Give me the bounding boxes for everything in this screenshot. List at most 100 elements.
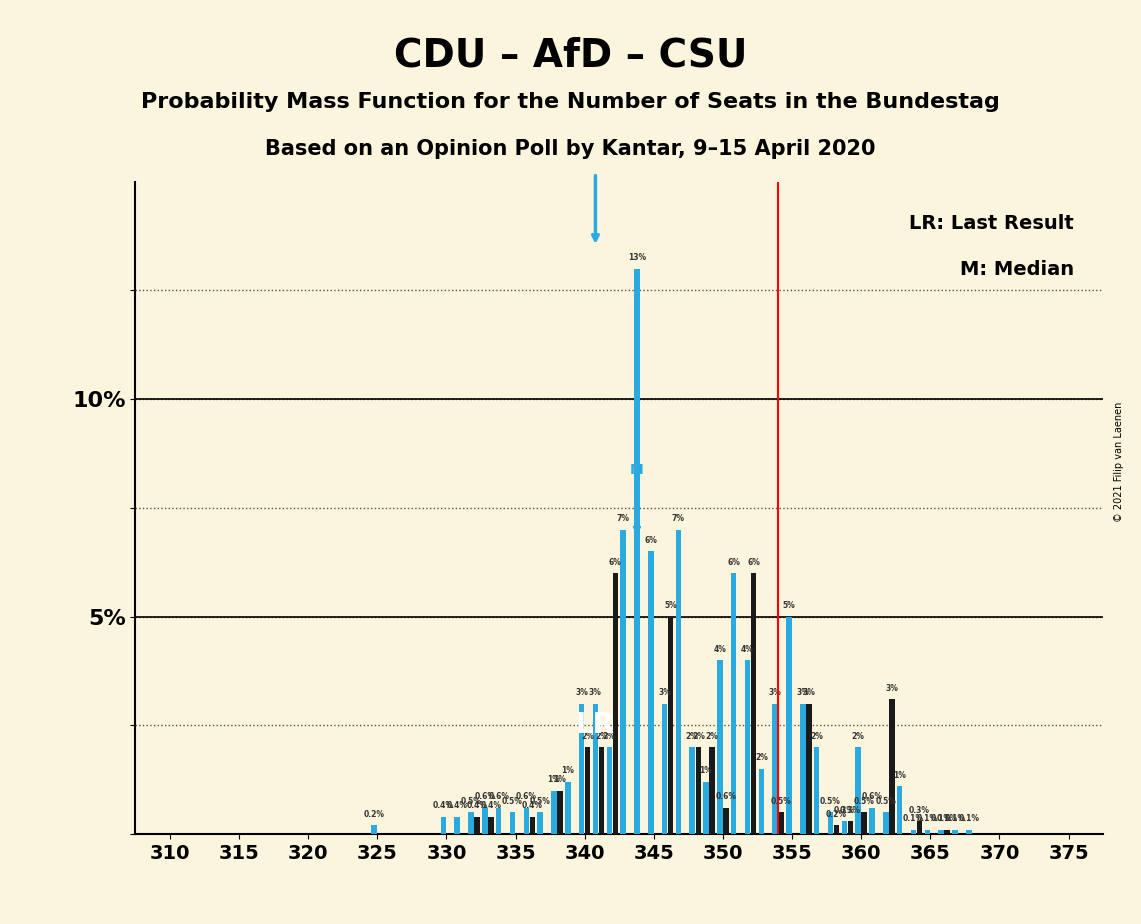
Text: 2%: 2% xyxy=(705,732,719,740)
Text: 0.1%: 0.1% xyxy=(958,814,979,823)
Text: 0.6%: 0.6% xyxy=(516,793,536,801)
Text: 0.4%: 0.4% xyxy=(446,801,468,810)
Text: LR: Last Result: LR: Last Result xyxy=(909,214,1074,233)
Text: 6%: 6% xyxy=(747,557,760,566)
Text: M: Median: M: Median xyxy=(960,260,1074,279)
Text: 3%: 3% xyxy=(589,688,602,697)
Text: 0.4%: 0.4% xyxy=(467,801,487,810)
Text: 1%: 1% xyxy=(553,775,566,784)
Text: 0.2%: 0.2% xyxy=(364,809,385,819)
Bar xyxy=(911,830,916,834)
Bar xyxy=(718,660,722,834)
Text: 3%: 3% xyxy=(802,688,816,697)
Text: 7%: 7% xyxy=(672,514,685,523)
Text: © 2021 Filip van Laenen: © 2021 Filip van Laenen xyxy=(1114,402,1124,522)
Bar xyxy=(883,812,889,834)
Bar xyxy=(667,616,673,834)
Bar xyxy=(592,703,598,834)
Bar xyxy=(488,817,494,834)
Text: 7%: 7% xyxy=(616,514,630,523)
Text: 0.4%: 0.4% xyxy=(432,801,454,810)
Text: 2%: 2% xyxy=(686,732,698,740)
Bar xyxy=(807,703,811,834)
Bar xyxy=(565,782,570,834)
Bar xyxy=(454,817,460,834)
Text: 2%: 2% xyxy=(581,732,594,740)
Bar xyxy=(599,748,605,834)
Text: 0.3%: 0.3% xyxy=(840,806,861,814)
Text: Probability Mass Function for the Number of Seats in the Bundestag: Probability Mass Function for the Number… xyxy=(141,92,1000,113)
Bar xyxy=(759,769,764,834)
Bar xyxy=(848,821,853,834)
Text: 2%: 2% xyxy=(851,732,865,740)
Text: 5%: 5% xyxy=(783,601,795,610)
Bar xyxy=(613,573,618,834)
Text: 1%: 1% xyxy=(699,766,712,775)
Bar xyxy=(675,529,681,834)
Bar xyxy=(751,573,756,834)
Text: 0.1%: 0.1% xyxy=(937,814,957,823)
Bar xyxy=(945,830,950,834)
Text: 1%: 1% xyxy=(561,766,574,775)
Text: 0.6%: 0.6% xyxy=(861,793,882,801)
Bar xyxy=(648,552,654,834)
Bar xyxy=(897,786,903,834)
Bar xyxy=(731,573,736,834)
Bar xyxy=(557,791,563,834)
Bar xyxy=(496,808,501,834)
Text: Based on an Opinion Poll by Kantar, 9–15 April 2020: Based on an Opinion Poll by Kantar, 9–15… xyxy=(265,139,876,159)
Text: 4%: 4% xyxy=(713,645,727,653)
Text: 2%: 2% xyxy=(691,732,705,740)
Bar xyxy=(889,699,895,834)
Bar xyxy=(529,817,535,834)
Text: 6%: 6% xyxy=(609,557,622,566)
Bar xyxy=(924,830,930,834)
Text: 3%: 3% xyxy=(575,688,588,697)
Bar xyxy=(745,660,751,834)
Bar xyxy=(468,812,474,834)
Bar xyxy=(662,703,667,834)
Text: 0.5%: 0.5% xyxy=(853,796,875,806)
Text: 3%: 3% xyxy=(885,684,898,693)
Text: 0.3%: 0.3% xyxy=(909,806,930,814)
Text: 0.5%: 0.5% xyxy=(502,796,523,806)
Text: 0.5%: 0.5% xyxy=(820,796,841,806)
Bar xyxy=(916,821,922,834)
Text: 2%: 2% xyxy=(602,732,616,740)
Text: 0.4%: 0.4% xyxy=(521,801,543,810)
Text: 0.5%: 0.5% xyxy=(461,796,482,806)
Bar xyxy=(578,703,584,834)
Bar xyxy=(834,825,840,834)
Text: LR: LR xyxy=(576,711,615,739)
Bar xyxy=(786,616,792,834)
Bar xyxy=(778,812,784,834)
Text: 0.2%: 0.2% xyxy=(826,809,847,819)
Text: 0.6%: 0.6% xyxy=(475,793,495,801)
Bar xyxy=(723,808,729,834)
Bar xyxy=(772,703,778,834)
Text: 2%: 2% xyxy=(810,732,823,740)
Bar xyxy=(585,748,590,834)
Bar xyxy=(842,821,847,834)
Text: 0.3%: 0.3% xyxy=(834,806,855,814)
Bar xyxy=(551,791,557,834)
Text: 1%: 1% xyxy=(893,771,906,780)
Bar xyxy=(966,830,971,834)
Text: 3%: 3% xyxy=(796,688,809,697)
Bar xyxy=(827,812,833,834)
Text: CDU – AfD – CSU: CDU – AfD – CSU xyxy=(394,37,747,75)
Text: 2%: 2% xyxy=(596,732,608,740)
Bar xyxy=(869,808,875,834)
Text: 0.1%: 0.1% xyxy=(945,814,965,823)
Text: 3%: 3% xyxy=(658,688,671,697)
Bar xyxy=(953,830,957,834)
Text: 0.1%: 0.1% xyxy=(931,814,952,823)
Text: 6%: 6% xyxy=(645,536,657,545)
Text: 5%: 5% xyxy=(664,601,677,610)
Text: 4%: 4% xyxy=(742,645,754,653)
Text: 6%: 6% xyxy=(727,557,741,566)
Text: 0.5%: 0.5% xyxy=(875,796,896,806)
Text: 13%: 13% xyxy=(628,253,646,262)
Text: 0.6%: 0.6% xyxy=(715,793,736,801)
Bar xyxy=(800,703,806,834)
